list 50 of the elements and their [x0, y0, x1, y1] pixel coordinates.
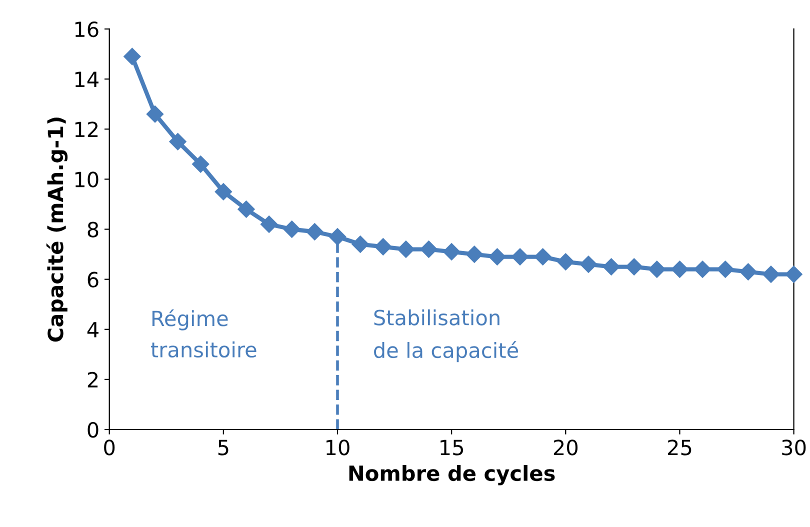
point [785, 266, 802, 283]
point [192, 156, 210, 173]
point [169, 133, 186, 150]
annotation: Stabilisation de la capacité [374, 309, 518, 362]
y-tick-label: 14 [75, 72, 98, 87]
y-tick-label: 12 [75, 122, 98, 138]
point [740, 263, 757, 280]
point [328, 228, 346, 246]
point [238, 200, 255, 218]
point [694, 260, 712, 278]
point [716, 260, 734, 278]
x-tick-label: 25 [668, 440, 692, 456]
point [283, 220, 300, 238]
point [352, 236, 369, 253]
point [374, 238, 392, 256]
point [466, 246, 483, 263]
y-tick-label: 6 [88, 272, 98, 288]
x-axis-title: Nombre de cycles [349, 464, 555, 486]
point [648, 260, 666, 278]
point [671, 260, 688, 278]
y-tick-label: 16 [75, 21, 98, 38]
x-tick-label: 0 [104, 440, 115, 456]
x-tick-label: 20 [554, 440, 578, 456]
point [306, 223, 324, 240]
x-tick-label: 15 [440, 440, 464, 456]
y-tick-label: 8 [88, 222, 98, 238]
point [488, 248, 506, 266]
y-tick-label: 2 [88, 372, 98, 388]
point [557, 253, 574, 270]
y-axis-title: Capacité (mAh.g-1) [46, 118, 68, 342]
point [602, 258, 620, 276]
x-tick-label: 10 [326, 440, 350, 456]
point [397, 240, 414, 258]
point [534, 248, 552, 266]
y-tick-label: 4 [87, 322, 98, 338]
point [762, 266, 780, 283]
point [260, 216, 278, 233]
x-tick-label: 30 [782, 440, 806, 456]
y-tick-label: 0 [88, 422, 98, 438]
point [443, 243, 460, 260]
point [626, 258, 643, 276]
point [124, 48, 141, 66]
y-tick-label: 10 [75, 172, 98, 188]
point [214, 183, 232, 200]
point [580, 256, 598, 273]
point [511, 248, 529, 266]
point [146, 106, 164, 123]
annotation: Régime transitoire [150, 309, 256, 358]
x-tick-label: 5 [218, 440, 228, 456]
point [420, 240, 438, 258]
